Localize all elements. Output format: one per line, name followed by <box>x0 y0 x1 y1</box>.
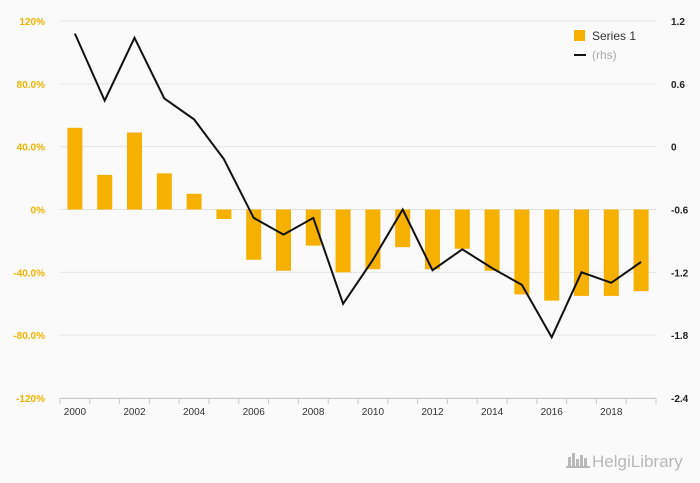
legend: Series 1 (rhs) <box>574 29 636 62</box>
line-rhs <box>73 33 642 340</box>
y-right-tick-label: -0.6 <box>671 206 689 217</box>
y-right-tick-label: 0 <box>671 143 677 154</box>
x-tick-label: 2010 <box>362 407 385 418</box>
y-left-tick-label: 0% <box>31 206 46 217</box>
bar-2012 <box>425 209 440 270</box>
line-series <box>73 33 642 340</box>
y-right-tick-label: 0.6 <box>671 80 685 91</box>
x-tick-label: 2000 <box>64 407 87 418</box>
bar-2001 <box>97 174 113 210</box>
axes <box>59 398 657 404</box>
legend-item-rhs[interactable]: (rhs) <box>574 48 617 62</box>
y-right-tick-label: -2.4 <box>671 394 689 405</box>
bar-2009 <box>335 209 351 273</box>
city-skyline-icon <box>566 453 590 468</box>
bar-2000 <box>67 127 83 210</box>
bar-2015 <box>514 209 530 295</box>
x-tick-label: 2008 <box>302 407 325 418</box>
y-right-tick-label: -1.8 <box>671 331 689 342</box>
bar-2011 <box>395 209 411 248</box>
bar-2006 <box>246 209 262 260</box>
x-tick-label: 2018 <box>600 407 623 418</box>
x-tick-label: 2014 <box>481 407 504 418</box>
bar-2005 <box>216 209 232 219</box>
x-tick-label: 2002 <box>123 407 146 418</box>
bar-2016 <box>544 209 560 301</box>
bar-2003 <box>156 173 172 210</box>
bar-2014 <box>484 209 500 271</box>
bar-series <box>67 127 649 301</box>
y-left-tick-label: -80.0% <box>13 331 45 342</box>
gridlines <box>60 20 656 399</box>
x-tick-label: 2006 <box>243 407 266 418</box>
x-tick-label: 2004 <box>183 407 206 418</box>
x-tick-label: 2012 <box>421 407 444 418</box>
y-left-tick-label: 120% <box>19 17 45 28</box>
legend-swatch-series-1 <box>574 30 585 41</box>
watermark-text: HelgiLibrary <box>592 452 683 471</box>
x-tick-label: 2016 <box>541 407 564 418</box>
y-left-tick-label: -40.0% <box>13 268 45 279</box>
y-left-tick-label: 80.0% <box>17 80 45 91</box>
watermark: HelgiLibrary <box>566 452 683 471</box>
legend-label-series-1: Series 1 <box>592 29 636 43</box>
bar-2007 <box>276 209 291 271</box>
bar-2004 <box>186 193 202 210</box>
legend-label-rhs: (rhs) <box>592 48 617 62</box>
bar-2019 <box>633 209 649 292</box>
y-left-tick-label: 40.0% <box>17 143 45 154</box>
y-right-tick-label: 1.2 <box>671 17 685 28</box>
x-axis-ticks: 2000 2002 2004 2006 2008 2010 2012 2014 2016 2018 <box>64 407 623 418</box>
y-right-tick-label: -1.2 <box>671 268 689 279</box>
bar-2018 <box>603 209 619 296</box>
y-left-tick-label: -120% <box>16 394 45 405</box>
left-axis-ticks: 120% 80.0% 40.0% 0% -40.0% -80.0% -120% <box>13 17 45 405</box>
legend-item-series-1[interactable]: Series 1 <box>574 29 636 43</box>
right-axis-ticks: 1.2 0.6 0 -0.6 -1.2 -1.8 -2.4 <box>671 17 689 405</box>
bar-2008 <box>305 209 321 246</box>
bar-2013 <box>454 209 470 249</box>
bar-2002 <box>127 132 142 210</box>
